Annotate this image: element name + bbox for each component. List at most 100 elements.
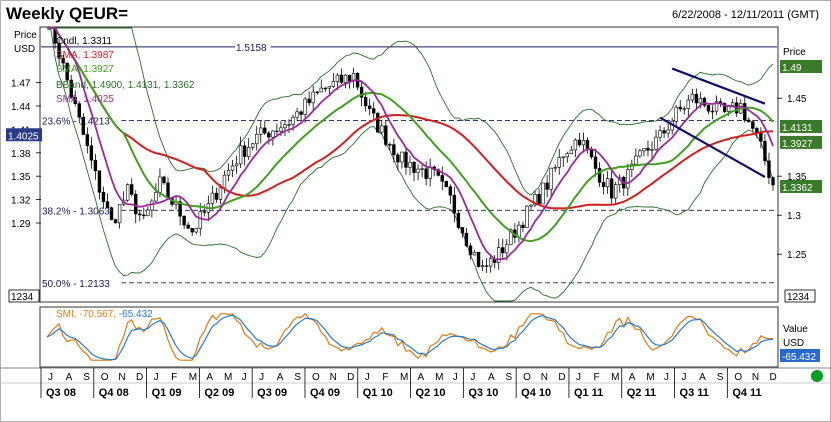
right-value-tag-label: 1.4131 — [782, 123, 813, 134]
time-axis-month-label: J — [154, 372, 159, 383]
time-axis-month-label: M — [646, 372, 654, 383]
time-axis-quarter-label: Q2 09 — [204, 387, 234, 399]
candle — [242, 141, 247, 166]
date-range: 6/22/2008 - 12/11/2011 (GMT) — [672, 9, 819, 21]
candle-body — [327, 86, 332, 89]
candle-body — [117, 203, 122, 224]
candle — [464, 227, 469, 248]
candle-body — [307, 98, 311, 104]
left-value-tag-label: 1.4025 — [8, 131, 39, 142]
candle-body — [210, 192, 215, 204]
candle — [626, 163, 630, 196]
candle-body — [190, 228, 194, 233]
candle — [105, 193, 110, 209]
candle-body — [690, 93, 695, 101]
candle-body — [371, 108, 376, 114]
left-axis-format-box[interactable] — [8, 289, 40, 303]
candle — [363, 92, 368, 112]
indicator-axis-unit: USD — [783, 338, 804, 349]
time-axis-month-label: J — [365, 372, 370, 383]
candle — [751, 119, 755, 133]
candle — [593, 148, 598, 177]
candle-body — [396, 154, 400, 163]
candle — [186, 222, 190, 229]
candle — [618, 174, 622, 193]
candle — [77, 101, 81, 124]
candle — [246, 138, 251, 160]
time-axis-quarter-label: Q1 11 — [574, 387, 603, 399]
candle — [642, 147, 646, 157]
candle — [710, 105, 715, 120]
candle-body — [533, 194, 537, 206]
left-axis-tick-label: 1.47 — [11, 79, 31, 90]
legend-sma-short: SMA, 1.4025 — [56, 94, 114, 105]
candle — [238, 136, 243, 169]
indicator-value-tag-label: -65.432 — [782, 352, 816, 363]
sma-short-line — [47, 27, 774, 261]
candle — [545, 175, 549, 198]
candle-body — [549, 167, 553, 190]
candle-body — [311, 91, 315, 104]
candle — [339, 68, 344, 85]
candle — [630, 159, 634, 178]
right-axis-tick-label: 1.35 — [787, 172, 807, 183]
candle — [432, 165, 436, 177]
left-axis-tick-label: 1.29 — [11, 219, 31, 230]
candle-body — [702, 97, 707, 106]
right-axis-format-box[interactable] — [784, 289, 816, 303]
candle — [569, 145, 574, 154]
candle — [251, 143, 255, 151]
candle — [484, 258, 489, 273]
candle — [194, 227, 198, 235]
candle — [424, 161, 428, 186]
candle — [581, 132, 586, 153]
candle-body — [472, 251, 477, 256]
candle — [658, 125, 662, 142]
candle — [747, 117, 751, 123]
candle — [283, 120, 287, 136]
main-plot-area — [39, 26, 779, 303]
candle-body — [69, 79, 73, 98]
candle-body — [412, 161, 416, 173]
right-value-tag — [780, 60, 822, 73]
candle — [89, 137, 94, 169]
candle-body — [497, 247, 501, 263]
candle-body — [464, 232, 469, 247]
candle — [654, 129, 658, 152]
candle-body — [658, 130, 662, 138]
candle — [154, 183, 158, 203]
candle-body — [545, 182, 549, 190]
candle-body — [759, 132, 763, 142]
indicator-plot-area — [39, 306, 779, 368]
candle — [686, 94, 691, 118]
right-value-tag-label: 1.49 — [782, 63, 802, 74]
candle-body — [585, 140, 590, 150]
candle — [263, 120, 267, 135]
time-axis-month-label: F — [382, 372, 388, 383]
indicator-legend-name: SMI, — [56, 309, 79, 320]
right-axis-tick-label: 1.3 — [787, 211, 801, 222]
candle — [234, 155, 239, 174]
candle-body — [315, 91, 319, 94]
fib-level-label: 38.2% - 1.3063 — [42, 206, 110, 217]
time-axis-month-label: A — [206, 372, 213, 383]
left-axis-tick-label: 1.32 — [11, 196, 31, 207]
candle-body — [347, 74, 352, 82]
candle-body — [73, 96, 77, 104]
candle-body — [581, 140, 586, 146]
candle — [488, 254, 493, 273]
time-axis-month-label: A — [277, 372, 284, 383]
candle — [674, 104, 678, 128]
candle — [743, 95, 747, 123]
candle — [763, 133, 767, 166]
candle — [178, 197, 182, 226]
candle-body — [605, 178, 610, 188]
candle-body — [662, 130, 666, 134]
candle — [210, 185, 215, 210]
candle — [162, 175, 166, 185]
time-axis-month-label: A — [488, 372, 495, 383]
candle-body — [61, 58, 65, 64]
status-indicator-icon — [811, 370, 823, 382]
candle-body — [218, 187, 223, 200]
candle-body — [125, 184, 130, 201]
